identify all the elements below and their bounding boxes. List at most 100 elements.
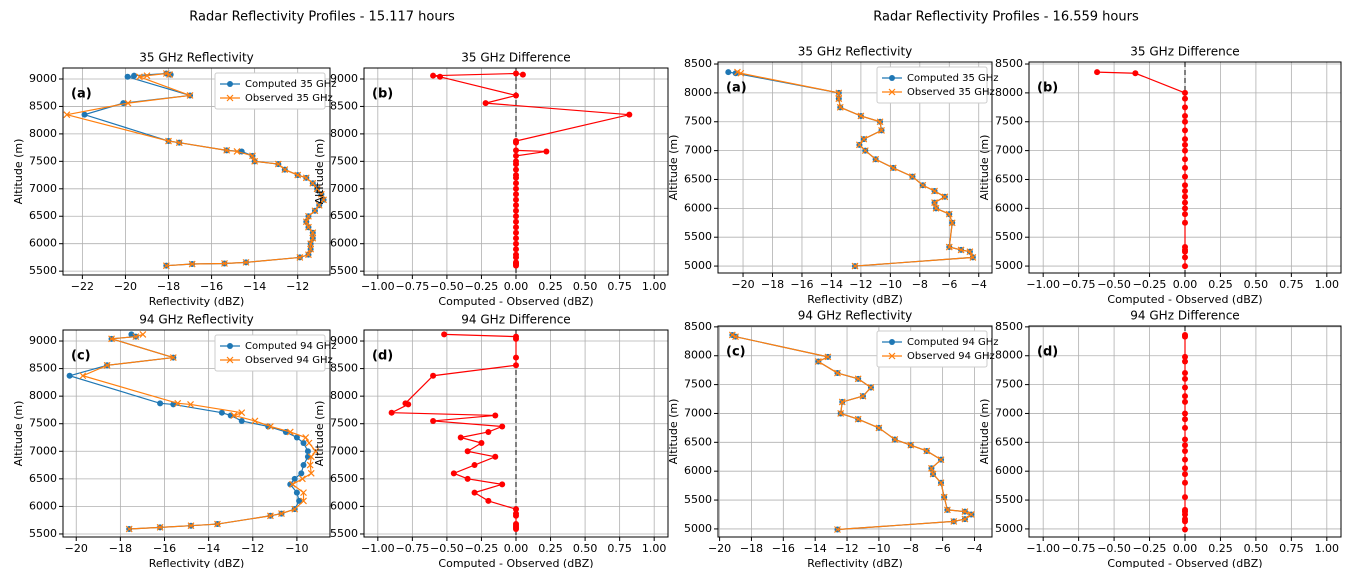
point-marker	[233, 148, 241, 155]
point-marker	[836, 103, 844, 111]
y-tick-label: 7000	[29, 182, 57, 195]
x-tick-label: 1.00	[1315, 278, 1340, 291]
x-tick-label: −0.25	[1133, 542, 1167, 555]
point-marker	[251, 157, 259, 165]
chart-title: 94 GHz Difference	[1130, 309, 1239, 323]
point-marker	[1182, 471, 1188, 478]
point-marker	[945, 243, 953, 251]
y-tick-label: 5000	[684, 259, 712, 272]
figure-title: Radar Reflectivity Profiles - 16.559 hou…	[873, 10, 1139, 25]
x-tick-label: 0.75	[607, 542, 632, 555]
point-marker	[302, 434, 310, 441]
x-tick-label: −16	[790, 278, 813, 291]
x-tick-label: 0.25	[538, 542, 563, 555]
point-marker	[1182, 384, 1188, 391]
x-tick-label: −0.50	[1097, 542, 1131, 555]
point-marker	[320, 196, 327, 204]
y-tick-label: 9000	[29, 72, 57, 85]
x-tick-label: −4	[966, 542, 982, 555]
legend-label: Observed 35 GHz	[907, 87, 995, 98]
x-axis-label: Computed - Observed (dBZ)	[1107, 293, 1262, 306]
point-marker	[317, 190, 325, 198]
point-marker	[948, 219, 956, 227]
point-marker	[1182, 410, 1188, 417]
point-marker	[513, 521, 519, 528]
y-axis-label: Altitude (m)	[978, 399, 991, 465]
point-marker	[313, 185, 321, 193]
y-axis-label: Altitude (m)	[667, 399, 680, 465]
x-tick-label: −8	[903, 542, 919, 555]
point-marker	[943, 506, 951, 514]
point-marker	[932, 204, 940, 212]
point-marker	[238, 409, 246, 417]
point-marker	[513, 202, 519, 209]
y-tick-label: 8500	[995, 57, 1023, 70]
y-tick-label: 6000	[330, 499, 358, 512]
x-axis-label: Computed - Observed (dBZ)	[438, 295, 593, 308]
y-tick-label: 6000	[684, 464, 712, 477]
x-axis-label: Computed - Observed (dBZ)	[438, 557, 593, 568]
y-tick-label: 6000	[684, 201, 712, 214]
y-tick-label: 8000	[995, 86, 1023, 99]
point-marker	[1182, 456, 1188, 463]
point-marker	[1182, 465, 1188, 472]
x-tick-label: −12	[241, 542, 264, 555]
point-marker	[1094, 69, 1101, 76]
point-marker	[513, 362, 519, 369]
point-marker	[969, 253, 977, 261]
point-marker	[1182, 147, 1188, 154]
x-tick-label: −6	[935, 542, 951, 555]
x-tick-label: −0.75	[396, 280, 430, 293]
point-marker	[300, 497, 307, 505]
y-tick-label: 7500	[29, 417, 57, 430]
point-marker	[293, 434, 300, 441]
legend-marker	[227, 81, 233, 87]
point-marker	[81, 111, 88, 118]
point-marker	[513, 506, 519, 513]
x-tick-label: −10	[879, 278, 902, 291]
point-marker	[907, 441, 915, 449]
point-marker	[1182, 447, 1188, 454]
point-marker	[302, 218, 310, 226]
point-marker	[221, 260, 228, 267]
x-tick-label: 0.50	[1244, 542, 1269, 555]
x-tick-label: −14	[804, 542, 827, 555]
point-marker	[274, 160, 282, 168]
point-marker	[1182, 136, 1188, 143]
x-tick-label: −16	[772, 542, 795, 555]
point-marker	[513, 259, 519, 266]
y-tick-label: 5500	[995, 493, 1023, 506]
point-marker	[543, 148, 550, 155]
y-tick-label: 7500	[684, 378, 712, 391]
point-marker	[499, 423, 506, 430]
point-marker	[1182, 479, 1188, 486]
x-tick-label: −0.50	[430, 280, 464, 293]
point-marker	[1182, 164, 1188, 171]
point-marker	[430, 72, 437, 79]
point-marker	[187, 400, 194, 408]
point-marker	[66, 372, 73, 379]
y-tick-label: 9000	[330, 72, 358, 85]
y-axis-label: Altitude (m)	[12, 401, 25, 467]
point-marker	[1182, 506, 1188, 513]
y-tick-label: 9000	[29, 334, 57, 347]
x-tick-label: −0.75	[396, 542, 430, 555]
y-tick-label: 6500	[29, 472, 57, 485]
chart-title: 35 GHz Reflectivity	[798, 45, 913, 59]
point-marker	[223, 146, 231, 154]
point-marker	[293, 489, 300, 496]
point-marker	[63, 111, 71, 119]
y-tick-label: 7500	[330, 417, 358, 430]
point-marker	[1182, 173, 1188, 180]
point-marker	[961, 508, 969, 516]
point-marker	[1182, 89, 1188, 96]
y-tick-label: 5500	[29, 264, 57, 277]
x-tick-label: −6	[941, 278, 957, 291]
x-tick-label: −0.25	[465, 280, 499, 293]
point-marker	[305, 212, 312, 220]
point-marker	[79, 372, 87, 380]
legend-marker	[226, 356, 234, 364]
legend-marker	[227, 343, 233, 349]
x-tick-label: 0.75	[1279, 278, 1304, 291]
x-tick-label: −0.75	[1062, 278, 1096, 291]
